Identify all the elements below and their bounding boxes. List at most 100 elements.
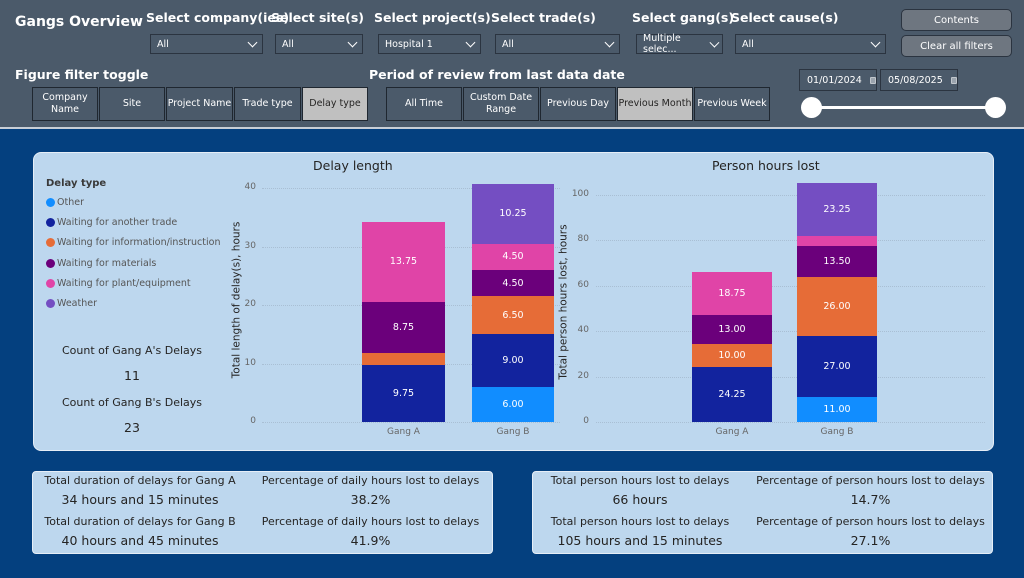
project-filter-label: Select project(s) [374,10,491,25]
gang-filter-dropdown[interactable]: Multiple selec... [636,33,723,55]
gridline [596,195,985,196]
legend-title: Delay type [46,178,107,189]
data-label: 9.75 [392,387,415,399]
toggle-project-name-button[interactable]: Project Name [166,87,233,121]
legend-item[interactable]: Other [46,192,220,212]
y-tick-label: 100 [571,189,589,199]
toggle-company-name-button[interactable]: Company Name [32,87,98,121]
bar-segment[interactable]: 13.00 [692,314,772,345]
y-tick-label: 40 [244,182,256,192]
gang-filter-value: Multiple selec... [643,33,681,55]
legend-item[interactable]: Waiting for materials [46,253,220,273]
data-label: 27.00 [823,360,851,372]
bar-segment[interactable]: 6.00 [472,386,554,422]
end-date-input[interactable]: 05/08/2025 [880,69,958,91]
period-previous-week-button[interactable]: Previous Week [694,87,770,121]
site-filter-value: All [282,38,294,50]
date-range-slider-start-handle[interactable] [801,97,822,118]
summary-gang-a-duration-value: 34 hours and 15 minutes [61,492,219,507]
period-all-time-button[interactable]: All Time [386,87,462,121]
summary-gang-b-percentage-value: 41.9% [350,533,391,548]
date-range-slider-end-handle[interactable] [985,97,1006,118]
data-label: 10.00 [718,350,746,362]
bar-segment[interactable]: 4.50 [472,243,554,270]
bar-segment[interactable]: 9.00 [472,334,554,387]
legend-item[interactable]: Waiting for plant/equipment [46,273,220,293]
legend-item[interactable]: Waiting for information/instruction [46,233,220,253]
y-tick-label: 60 [577,279,589,290]
gang-b-delay-count-value: 23 [124,420,140,435]
toggle-trade-type-button[interactable]: Trade type [234,87,301,121]
period-custom-date-range-button[interactable]: Custom Date Range [463,87,539,121]
x-tick-label: Gang A [387,427,420,437]
data-label: 10.25 [499,208,527,220]
y-tick-label: 0 [583,416,589,426]
contents-button[interactable]: Contents [901,9,1012,31]
period-previous-month-button[interactable]: Previous Month [617,87,693,121]
bar-segment[interactable] [797,235,877,247]
trade-filter-label: Select trade(s) [491,10,596,25]
legend-item[interactable]: Weather [46,293,220,313]
gang-filter-label: Select gang(s) [632,10,735,25]
data-label: 13.50 [823,255,851,267]
date-range-slider-track[interactable] [811,106,995,109]
legend-dot-icon [46,238,55,248]
gang-b-delay-count-label: Count of Gang B's Delays [61,396,203,409]
bar-segment[interactable]: 23.25 [797,183,877,236]
data-label: 11.00 [823,404,851,415]
chevron-down-icon [347,37,358,47]
toggle-delay-type-button[interactable]: Delay type [302,87,368,121]
summary-gang-b-person-hours-percentage-label: Percentage of person hours lost to delay… [756,515,985,528]
cause-filter-dropdown[interactable]: All [735,34,886,54]
bar-segment[interactable]: 24.25 [692,366,772,422]
calendar-icon[interactable] [869,76,876,84]
bar-segment[interactable]: 26.00 [797,276,877,336]
person-hours-summary-panel: Total person hours lost to delays 66 hou… [532,471,993,554]
legend-item-label: Weather [57,298,97,310]
clear-all-filters-button[interactable]: Clear all filters [901,35,1012,57]
site-filter-dropdown[interactable]: All [275,34,363,54]
bar-segment[interactable]: 11.00 [797,397,877,422]
legend-dot-icon [46,299,55,309]
calendar-icon[interactable] [950,76,957,84]
gridline [596,376,985,378]
bar-segment[interactable]: 6.50 [472,296,554,335]
project-filter-dropdown[interactable]: Hospital 1 [378,34,481,54]
y-tick-label: 20 [577,370,589,381]
period-previous-day-button[interactable]: Previous Day [540,87,616,121]
data-label: 23.25 [823,203,851,215]
chart-title: Delay length [313,158,393,173]
company-filter-dropdown[interactable]: All [150,34,263,54]
summary-gang-b-duration-label: Total duration of delays for Gang B [44,515,236,528]
bar-segment[interactable]: 18.75 [692,272,772,315]
bar-segment[interactable]: 13.75 [362,221,445,303]
summary-gang-b-person-hours-percentage-value: 27.1% [850,533,891,548]
bar-segment[interactable]: 10.25 [472,183,554,244]
legend-item[interactable]: Waiting for another trade [46,212,220,232]
legend-item-label: Waiting for information/instruction [57,237,221,249]
bar-segment[interactable] [362,353,445,365]
y-tick-label: 30 [244,240,256,251]
x-tick-label: Gang B [820,427,854,437]
y-tick-label: 40 [577,325,589,336]
delay-duration-summary-panel: Total duration of delays for Gang A 34 h… [32,471,493,554]
y-tick-label: 80 [577,234,589,245]
page-title: Gangs Overview [15,14,143,30]
bar-segment[interactable]: 13.50 [797,246,877,277]
y-tick-label: 0 [250,416,256,426]
gridline [596,422,985,423]
start-date-value: 01/01/2024 [807,74,862,86]
bar-segment[interactable]: 8.75 [362,302,445,354]
data-label: 9.00 [502,355,524,367]
bar-segment[interactable]: 4.50 [472,269,554,297]
bar-segment[interactable]: 9.75 [362,364,445,422]
data-label: 24.25 [718,388,746,400]
toggle-site-button[interactable]: Site [99,87,165,121]
bar-segment[interactable]: 10.00 [692,344,772,367]
bar-segment[interactable]: 27.00 [797,335,877,398]
x-tick-label: Gang B [496,427,530,437]
legend-item-label: Other [57,196,84,208]
trade-filter-dropdown[interactable]: All [495,34,620,54]
start-date-input[interactable]: 01/01/2024 [799,69,877,91]
data-label: 6.50 [502,309,524,321]
